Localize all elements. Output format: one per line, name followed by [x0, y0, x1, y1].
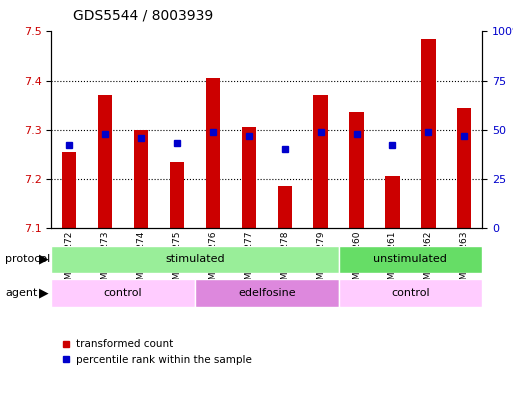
Bar — [457, 108, 471, 228]
Bar — [98, 95, 112, 228]
Bar — [385, 176, 400, 228]
Text: ▶: ▶ — [38, 253, 48, 266]
Text: edelfosine: edelfosine — [238, 288, 295, 298]
Bar — [206, 78, 220, 228]
Text: control: control — [391, 288, 430, 298]
Bar — [134, 130, 148, 228]
Text: unstimulated: unstimulated — [373, 254, 447, 264]
Bar — [421, 39, 436, 228]
FancyBboxPatch shape — [51, 246, 339, 273]
FancyBboxPatch shape — [195, 279, 339, 307]
Bar — [242, 127, 256, 228]
Text: control: control — [104, 288, 143, 298]
Bar — [278, 186, 292, 228]
Text: protocol: protocol — [5, 254, 50, 264]
Text: agent: agent — [5, 288, 37, 298]
Text: stimulated: stimulated — [165, 254, 225, 264]
FancyBboxPatch shape — [51, 279, 195, 307]
FancyBboxPatch shape — [339, 279, 482, 307]
Text: GDS5544 / 8003939: GDS5544 / 8003939 — [73, 8, 213, 22]
Legend: transformed count, percentile rank within the sample: transformed count, percentile rank withi… — [56, 335, 256, 369]
Bar — [349, 112, 364, 228]
Bar — [313, 95, 328, 228]
FancyBboxPatch shape — [339, 246, 482, 273]
Bar — [62, 152, 76, 228]
Text: ▶: ▶ — [38, 286, 48, 299]
Bar — [170, 162, 184, 228]
